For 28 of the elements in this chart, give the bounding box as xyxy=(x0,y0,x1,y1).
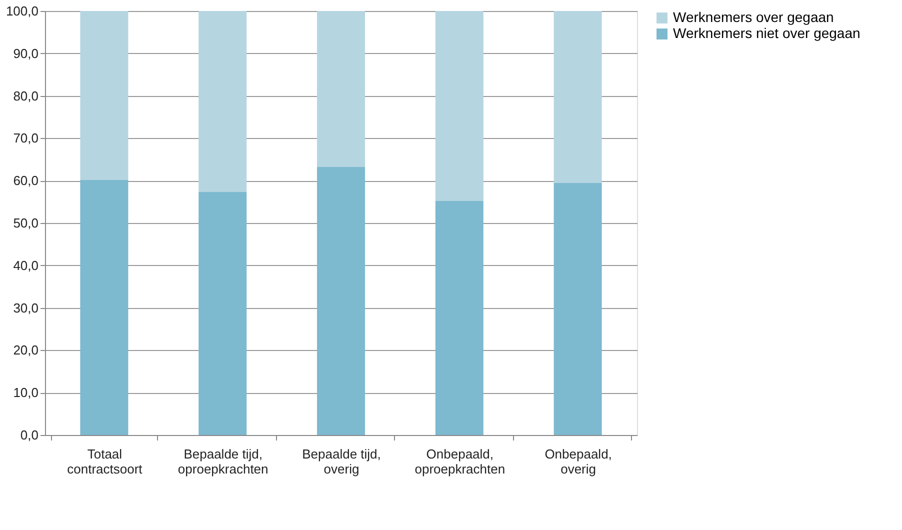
bar xyxy=(435,11,484,201)
x-tick-label: Totaal contractsoort xyxy=(67,446,143,476)
y-tick-label: 80,0 xyxy=(13,88,38,104)
bar xyxy=(198,11,247,192)
legend-label: Werknemers niet over gegaan xyxy=(673,25,860,41)
y-tick-label: 20,0 xyxy=(13,342,38,358)
bar xyxy=(80,11,128,180)
bar xyxy=(554,182,602,435)
x-tick-label: Bepaalde tijd, overig xyxy=(302,446,381,476)
x-tick-label: Bepaalde tijd, oproepkrachten xyxy=(178,446,268,476)
y-tick-label: 70,0 xyxy=(13,130,38,146)
y-tick-label: 50,0 xyxy=(13,216,38,230)
y-tick-label: 60,0 xyxy=(13,173,38,188)
y-tick-label: 90,0 xyxy=(13,46,38,61)
y-tick-label: 30,0 xyxy=(13,300,38,316)
bar xyxy=(80,180,128,435)
y-tick-label: 10,0 xyxy=(13,385,38,400)
y-tick-label: 40,0 xyxy=(13,258,38,273)
y-tick-label: 100,0 xyxy=(6,4,38,18)
x-tick-label: Onbepaald, overig xyxy=(544,446,612,476)
legend-label: Werknemers over gegaan xyxy=(673,9,834,25)
bar xyxy=(554,11,602,183)
bar xyxy=(317,167,365,435)
bar xyxy=(198,192,247,435)
bar xyxy=(435,200,484,435)
bar xyxy=(317,11,365,168)
y-tick-label: 0,0 xyxy=(20,428,38,442)
x-tick-label: Onbepaald, oproepkrachten xyxy=(414,446,506,476)
